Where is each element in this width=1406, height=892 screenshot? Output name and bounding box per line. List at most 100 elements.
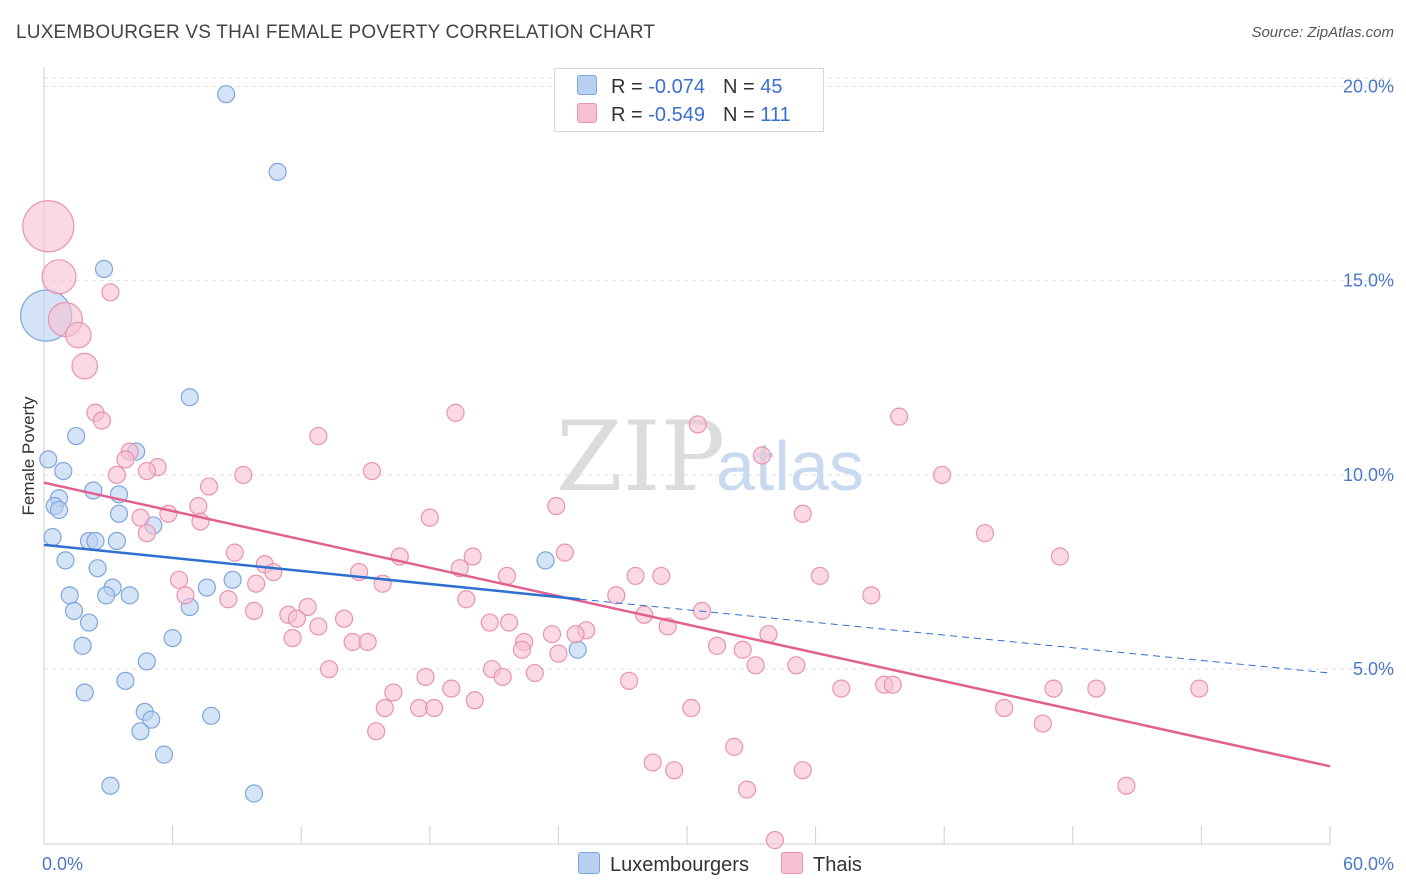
thai-point xyxy=(832,679,851,698)
thai-point xyxy=(1044,679,1063,698)
thai-point xyxy=(420,508,439,527)
thai-point xyxy=(555,543,574,562)
thai-point xyxy=(176,586,195,605)
thai-point xyxy=(665,761,684,780)
thai-point xyxy=(707,636,727,655)
trend-lines xyxy=(43,481,1331,768)
thai-point xyxy=(525,663,544,683)
thai-point xyxy=(1117,776,1136,795)
luxembourger-point xyxy=(142,710,161,729)
thai-point xyxy=(652,566,671,586)
legend-r-value: -0.074 xyxy=(648,76,705,98)
thai-point xyxy=(890,407,909,426)
y-tick-label: 20.0% xyxy=(1343,76,1394,96)
legend-r-label: R = xyxy=(611,104,643,126)
thai-point xyxy=(64,321,92,349)
y-tick-label: 5.0% xyxy=(1353,659,1394,679)
luxembourger-point xyxy=(120,586,139,605)
thai-point xyxy=(787,656,806,675)
bottom-legend-swatch-luxembourgers xyxy=(578,852,600,874)
luxembourger-point xyxy=(67,426,86,446)
thai-point xyxy=(169,570,189,589)
thai-point xyxy=(810,566,829,586)
luxembourger-point xyxy=(86,531,105,551)
thai-point xyxy=(424,698,444,718)
thai-point xyxy=(309,426,328,446)
thai-point xyxy=(547,496,566,516)
thai-point xyxy=(384,683,403,702)
legend-row-luxembourgers: R = -0.074 N = 45 xyxy=(577,75,782,99)
thai-point xyxy=(465,691,484,710)
bottom-legend-swatch-thais xyxy=(781,852,803,874)
y-tick-label: 15.0% xyxy=(1343,271,1394,291)
luxembourger-point xyxy=(64,601,84,621)
luxembourger-point xyxy=(39,450,58,469)
thai-point xyxy=(1190,679,1209,698)
thai-point xyxy=(725,737,744,756)
bottom-legend-luxembourgers: Luxembourgers xyxy=(578,852,749,877)
watermark-atlas: atlas xyxy=(716,427,864,505)
luxembourger-point xyxy=(75,683,94,702)
thai-point xyxy=(416,667,435,687)
thai-point xyxy=(442,679,461,698)
luxembourger-point xyxy=(107,531,126,551)
thai-point xyxy=(287,609,307,628)
luxembourger-point xyxy=(268,162,287,181)
luxembourger-point xyxy=(56,551,75,570)
legend-n-label: N = xyxy=(722,76,755,98)
thai-point xyxy=(41,259,77,295)
thai-point xyxy=(334,609,354,628)
luxembourger-point xyxy=(116,671,135,690)
luxembourger-point xyxy=(73,636,92,655)
luxembourger-point xyxy=(97,586,116,605)
luxembourger-point xyxy=(109,504,129,523)
luxembourger-point xyxy=(131,722,150,741)
thai-point xyxy=(932,465,952,485)
thai-point xyxy=(512,640,532,659)
thai-point xyxy=(107,465,126,485)
luxembourger-point xyxy=(223,570,242,589)
thai-point xyxy=(219,590,238,609)
luxembourger-point xyxy=(79,613,99,632)
thai-point xyxy=(283,628,302,648)
thai-point xyxy=(497,566,517,586)
luxembourger-point xyxy=(197,578,216,597)
thai-point xyxy=(22,200,75,253)
thai-point xyxy=(862,586,881,605)
source-credit: Source: ZipAtlas.com xyxy=(1251,24,1394,41)
thai-point xyxy=(362,461,382,481)
thai-point xyxy=(1050,547,1070,566)
x-tick-label: 60.0% xyxy=(1343,854,1394,874)
thai-point xyxy=(542,625,562,644)
thai-point xyxy=(752,446,772,465)
bottom-legend-thais: Thais xyxy=(781,852,862,877)
legend-row-thais: R = -0.549 N = 111 xyxy=(577,103,791,127)
luxembourger-point xyxy=(568,640,587,659)
y-tick-label: 10.0% xyxy=(1343,465,1394,485)
thai-point xyxy=(566,625,585,644)
thai-point xyxy=(733,640,752,659)
thai-point xyxy=(309,617,328,636)
thai-point xyxy=(500,613,519,632)
tick-labels: 20.0% 15.0% 10.0% 5.0% 0.0% 60.0% xyxy=(42,76,1394,874)
thai-point xyxy=(199,477,219,496)
thai-point xyxy=(626,566,645,586)
thai-point xyxy=(101,283,120,302)
luxembourger-point xyxy=(43,527,62,547)
legend-swatch-luxembourgers xyxy=(577,75,597,95)
thai-point xyxy=(244,601,264,621)
thai-point xyxy=(319,660,339,679)
bottom-legend-label-luxembourgers: Luxembourgers xyxy=(610,854,749,876)
thai-point xyxy=(688,415,707,434)
thai-point xyxy=(620,671,639,690)
luxembourger-point xyxy=(244,784,264,803)
thais-points xyxy=(22,200,1209,850)
thai-point xyxy=(737,780,757,799)
luxembourgers-trend-line xyxy=(43,543,580,601)
thai-point xyxy=(643,753,662,772)
thai-point xyxy=(975,524,995,543)
luxembourgers-trend-extension xyxy=(579,598,1331,674)
legend-r-label: R = xyxy=(611,76,643,98)
thai-point xyxy=(746,656,765,675)
